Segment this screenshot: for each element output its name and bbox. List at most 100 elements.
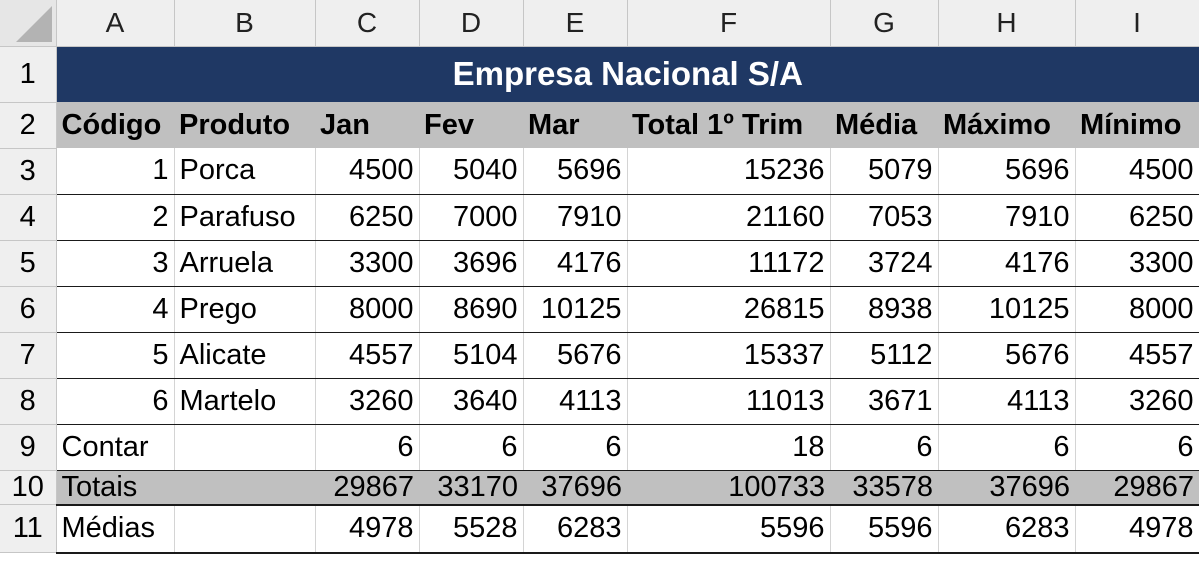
- row-header[interactable]: 4: [0, 194, 57, 241]
- header-cell-codigo[interactable]: Código: [56, 102, 174, 148]
- table-cell[interactable]: 8000: [1075, 286, 1199, 333]
- table-cell[interactable]: [174, 504, 316, 554]
- table-cell[interactable]: 37696: [938, 470, 1075, 506]
- column-header-h[interactable]: H: [938, 0, 1076, 47]
- row-header[interactable]: 9: [0, 424, 57, 471]
- select-all-button[interactable]: [0, 0, 57, 47]
- table-cell[interactable]: 4113: [938, 378, 1076, 425]
- summary-label-cell[interactable]: Médias: [56, 504, 175, 554]
- row-header[interactable]: 5: [0, 240, 57, 287]
- header-cell-fev[interactable]: Fev: [419, 102, 523, 148]
- table-cell[interactable]: 6: [1075, 424, 1199, 471]
- table-cell[interactable]: 2: [56, 194, 175, 241]
- table-cell[interactable]: 7053: [830, 194, 939, 241]
- summary-label-cell[interactable]: Contar: [56, 424, 175, 471]
- table-cell[interactable]: 11172: [627, 240, 831, 287]
- table-cell[interactable]: 18: [627, 424, 831, 471]
- table-cell[interactable]: 3260: [315, 378, 420, 425]
- table-cell[interactable]: 37696: [523, 470, 627, 506]
- table-cell[interactable]: Prego: [174, 286, 316, 333]
- header-cell-jan[interactable]: Jan: [315, 102, 419, 148]
- table-cell[interactable]: 29867: [1075, 470, 1199, 506]
- table-cell[interactable]: 3: [56, 240, 175, 287]
- column-header-f[interactable]: F: [627, 0, 831, 47]
- column-header-g[interactable]: G: [830, 0, 939, 47]
- table-cell[interactable]: 3640: [419, 378, 524, 425]
- table-cell[interactable]: 21160: [627, 194, 831, 241]
- table-cell[interactable]: 5696: [523, 148, 628, 195]
- header-cell-total-1-trim[interactable]: Total 1º Trim: [627, 102, 830, 148]
- header-cell-maximo[interactable]: Máximo: [938, 102, 1075, 148]
- row-header[interactable]: 7: [0, 332, 57, 379]
- table-cell[interactable]: 5676: [938, 332, 1076, 379]
- table-cell[interactable]: Alicate: [174, 332, 316, 379]
- table-cell[interactable]: [174, 470, 315, 506]
- table-cell[interactable]: 6250: [1075, 194, 1199, 241]
- table-cell[interactable]: 33170: [419, 470, 523, 506]
- table-cell[interactable]: 5112: [830, 332, 939, 379]
- table-cell[interactable]: 6: [315, 424, 420, 471]
- title-cell[interactable]: Empresa Nacional S/A: [56, 46, 1199, 102]
- table-cell[interactable]: 6250: [315, 194, 420, 241]
- table-cell[interactable]: 7000: [419, 194, 524, 241]
- table-cell[interactable]: Porca: [174, 148, 316, 195]
- row-header[interactable]: 1: [0, 46, 57, 103]
- table-cell[interactable]: 4: [56, 286, 175, 333]
- table-cell[interactable]: 4557: [1075, 332, 1199, 379]
- column-header-b[interactable]: B: [174, 0, 316, 47]
- table-cell[interactable]: 5696: [938, 148, 1076, 195]
- header-cell-mar[interactable]: Mar: [523, 102, 627, 148]
- table-cell[interactable]: 3724: [830, 240, 939, 287]
- table-cell[interactable]: 3260: [1075, 378, 1199, 425]
- table-cell[interactable]: 4176: [523, 240, 628, 287]
- table-cell[interactable]: 6: [938, 424, 1076, 471]
- table-cell[interactable]: 4113: [523, 378, 628, 425]
- table-cell[interactable]: 15337: [627, 332, 831, 379]
- table-cell[interactable]: 4176: [938, 240, 1076, 287]
- table-cell[interactable]: 6283: [523, 504, 628, 554]
- column-header-d[interactable]: D: [419, 0, 524, 47]
- row-header[interactable]: 6: [0, 286, 57, 333]
- table-cell[interactable]: 15236: [627, 148, 831, 195]
- table-cell[interactable]: 6283: [938, 504, 1076, 554]
- column-header-e[interactable]: E: [523, 0, 628, 47]
- column-header-i[interactable]: I: [1075, 0, 1199, 47]
- row-header[interactable]: 10: [0, 470, 57, 505]
- table-cell[interactable]: Martelo: [174, 378, 316, 425]
- table-cell[interactable]: 5: [56, 332, 175, 379]
- header-cell-minimo[interactable]: Mínimo: [1075, 102, 1199, 148]
- table-cell[interactable]: 4500: [1075, 148, 1199, 195]
- table-cell[interactable]: 8690: [419, 286, 524, 333]
- table-cell[interactable]: 5079: [830, 148, 939, 195]
- table-cell[interactable]: 33578: [830, 470, 938, 506]
- table-cell[interactable]: 8000: [315, 286, 420, 333]
- row-header[interactable]: 2: [0, 102, 57, 149]
- table-cell[interactable]: 1: [56, 148, 175, 195]
- table-cell[interactable]: 5676: [523, 332, 628, 379]
- table-cell[interactable]: 6: [419, 424, 524, 471]
- column-header-c[interactable]: C: [315, 0, 420, 47]
- table-cell[interactable]: 100733: [627, 470, 830, 506]
- table-cell[interactable]: 6: [830, 424, 939, 471]
- table-cell[interactable]: 7910: [938, 194, 1076, 241]
- table-cell[interactable]: 5596: [627, 504, 831, 554]
- spreadsheet-grid[interactable]: A B C D E F G H I 1 Empresa Nacional S/A…: [0, 0, 1199, 554]
- table-cell[interactable]: 4978: [315, 504, 420, 554]
- table-cell[interactable]: 11013: [627, 378, 831, 425]
- header-cell-produto[interactable]: Produto: [174, 102, 315, 148]
- table-cell[interactable]: 4557: [315, 332, 420, 379]
- table-cell[interactable]: 6: [523, 424, 628, 471]
- table-cell[interactable]: 5040: [419, 148, 524, 195]
- table-cell[interactable]: Arruela: [174, 240, 316, 287]
- table-cell[interactable]: [174, 424, 316, 471]
- table-cell[interactable]: 5104: [419, 332, 524, 379]
- table-cell[interactable]: 4978: [1075, 504, 1199, 554]
- table-cell[interactable]: 3696: [419, 240, 524, 287]
- table-cell[interactable]: 7910: [523, 194, 628, 241]
- row-header[interactable]: 3: [0, 148, 57, 195]
- table-cell[interactable]: 5528: [419, 504, 524, 554]
- table-cell[interactable]: 8938: [830, 286, 939, 333]
- table-cell[interactable]: 10125: [523, 286, 628, 333]
- table-cell[interactable]: 29867: [315, 470, 419, 506]
- table-cell[interactable]: Parafuso: [174, 194, 316, 241]
